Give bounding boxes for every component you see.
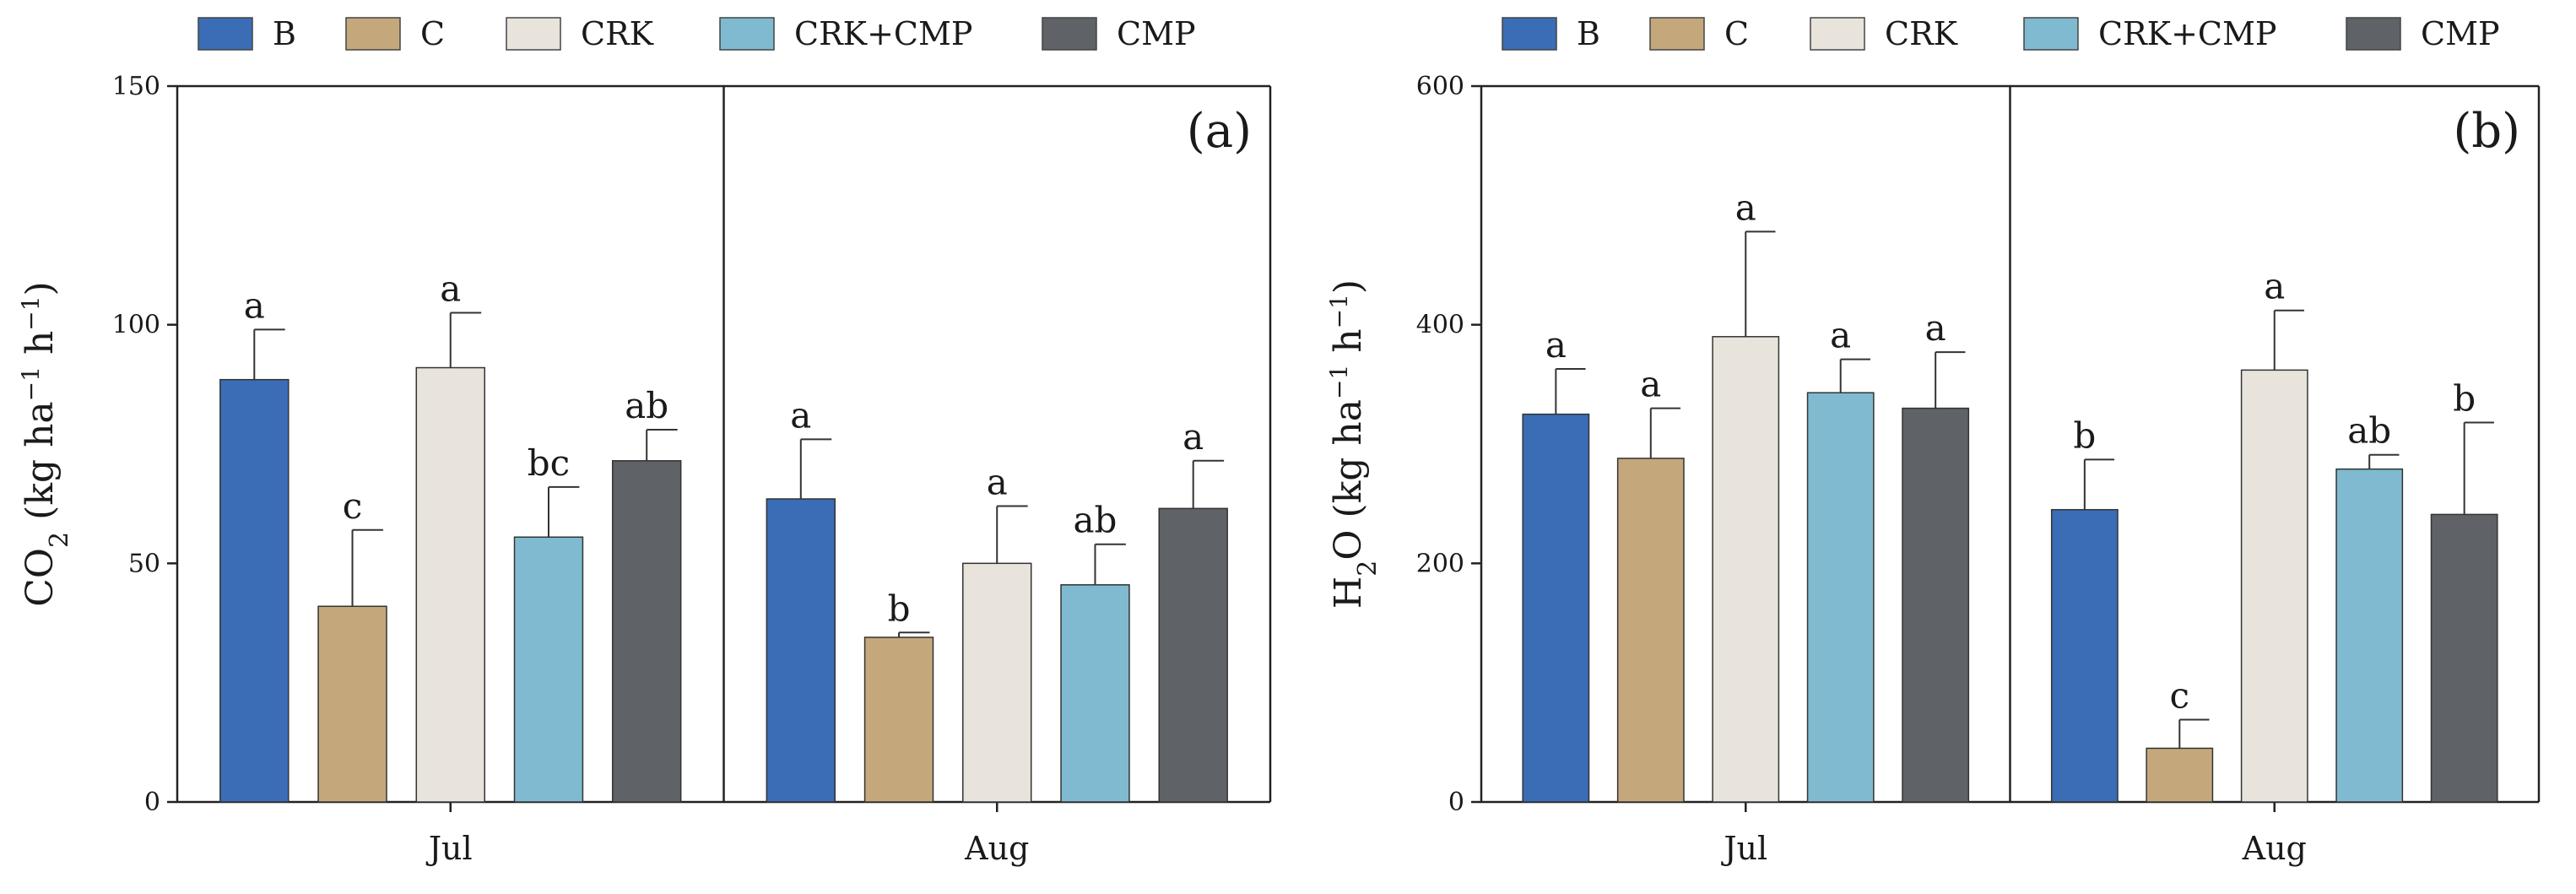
legend-swatch-crk	[1810, 17, 1865, 51]
legend: B C CRK CRK+CMP CMP	[1502, 15, 2500, 52]
bar-c-jul	[317, 605, 387, 803]
y-tick-label: 0	[1448, 788, 1464, 817]
legend-swatch-crk-plus-cmp	[719, 17, 775, 51]
legend-label: B	[273, 15, 296, 52]
y-tick-label: 150	[112, 72, 160, 101]
x-tick-label: Jul	[1720, 830, 1767, 867]
significance-letter: a	[1735, 187, 1756, 228]
legend-label: C	[420, 15, 445, 52]
legend-label: CRK+CMP	[2098, 15, 2276, 52]
bar-crk-aug	[962, 562, 1032, 803]
significance-letter: a	[1830, 315, 1851, 356]
bar-b-aug	[766, 498, 836, 803]
bar-crk-aug	[2240, 369, 2308, 803]
bar-b-jul	[1522, 413, 1590, 803]
bar-c-aug	[863, 637, 934, 803]
significance-letter: b	[888, 588, 911, 629]
bar-cmp-jul	[611, 460, 682, 803]
bar-crk-jul	[1712, 336, 1780, 803]
significance-letter: a	[1925, 307, 1946, 349]
significance-letter: c	[2170, 675, 2190, 716]
legend-label: CMP	[1117, 15, 1196, 52]
y-axis-label: H2O (kg ha−1 h−1)	[1325, 279, 1383, 609]
y-tick-label: 100	[112, 311, 160, 340]
y-tick-label: 600	[1416, 72, 1464, 101]
legend-label: CRK+CMP	[794, 15, 972, 52]
bar-crk-jul	[415, 366, 485, 803]
bar-cmp-aug	[2430, 513, 2498, 803]
legend: B C CRK CRK+CMP CMP	[198, 15, 1196, 52]
significance-letter: a	[440, 268, 461, 310]
legend-swatch-b	[1502, 17, 1557, 51]
bar-crk-plus-cmp-jul	[513, 536, 584, 803]
legend-swatch-cmp	[1042, 17, 1097, 51]
bar-c-jul	[1616, 458, 1685, 803]
bar-cmp-jul	[1902, 407, 1970, 803]
significance-letter: a	[1640, 364, 1661, 405]
x-tick-label: Aug	[2242, 830, 2307, 867]
legend-label: B	[1577, 15, 1600, 52]
y-tick-label: 50	[128, 549, 160, 578]
panel-label: (a)	[1187, 104, 1252, 159]
significance-letter: a	[2264, 266, 2285, 307]
legend-swatch-crk	[506, 17, 561, 51]
significance-letter: bc	[528, 442, 570, 484]
bar-c-aug	[2146, 747, 2214, 803]
x-tick-label: Aug	[964, 830, 1029, 867]
bar-crk-plus-cmp-aug	[1060, 584, 1130, 803]
legend-label: CRK	[581, 15, 654, 52]
legend-label: C	[1724, 15, 1749, 52]
legend-swatch-crk-plus-cmp	[2023, 17, 2079, 51]
significance-letter: c	[343, 485, 363, 527]
significance-letter: a	[1545, 324, 1567, 366]
legend-swatch-c	[345, 17, 401, 51]
bar-crk-plus-cmp-aug	[2335, 468, 2404, 803]
y-tick-label: 400	[1416, 311, 1464, 340]
y-tick-label: 0	[144, 788, 160, 817]
bar-b-aug	[2050, 508, 2119, 803]
legend-label: CMP	[2421, 15, 2500, 52]
significance-letter: ab	[1074, 500, 1118, 541]
y-axis-label: CO2 (kg ha−1 h−1)	[17, 281, 74, 606]
significance-letter: a	[1182, 416, 1204, 458]
significance-letter: ab	[625, 385, 668, 426]
significance-letter: a	[244, 284, 265, 326]
legend-label: CRK	[1885, 15, 1958, 52]
legend-swatch-c	[1649, 17, 1705, 51]
significance-letter: ab	[2347, 410, 2391, 452]
x-tick-label: Jul	[425, 830, 473, 867]
bar-cmp-aug	[1158, 507, 1228, 803]
panel-label: (b)	[2453, 104, 2520, 159]
legend-swatch-cmp	[2346, 17, 2401, 51]
significance-letter: a	[790, 394, 811, 436]
significance-letter: b	[2073, 414, 2096, 456]
bar-crk-plus-cmp-jul	[1806, 392, 1875, 803]
significance-letter: a	[987, 461, 1008, 502]
significance-letter: b	[2453, 378, 2476, 420]
chart-panel-a: B C CRK CRK+CMP CMP 0 50 100 150 Jul Aug a a c b a a bc ab…	[17, 15, 1272, 867]
bar-b-jul	[219, 378, 290, 803]
legend-swatch-b	[198, 17, 253, 51]
y-tick-label: 200	[1416, 549, 1464, 578]
